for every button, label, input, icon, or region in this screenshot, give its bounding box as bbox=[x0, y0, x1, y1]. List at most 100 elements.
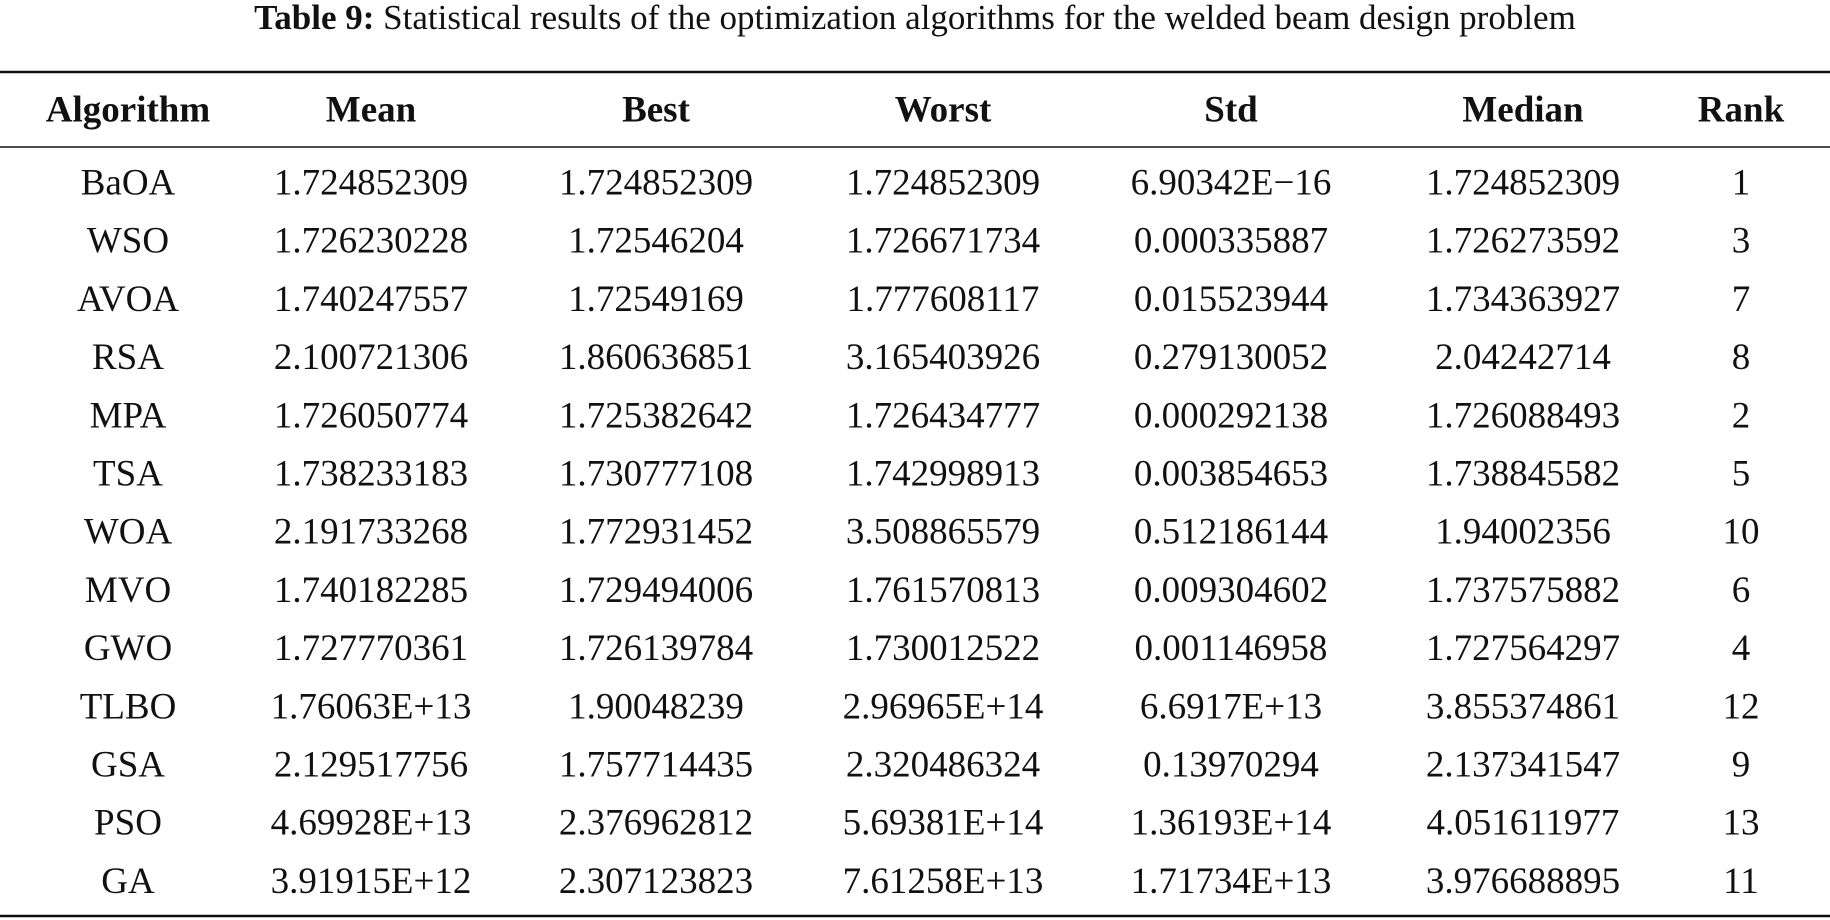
table-cell: 10 bbox=[1723, 512, 1760, 553]
table-cell: 1.761570813 bbox=[846, 570, 1040, 611]
table-cell: 3.508865579 bbox=[846, 512, 1040, 553]
table-cell: 2.307123823 bbox=[559, 861, 753, 902]
table-cell: 2 bbox=[1732, 395, 1751, 436]
table-cell: 1.740182285 bbox=[274, 570, 468, 611]
table-cell: 1.76063E+13 bbox=[271, 686, 472, 727]
row-label: AVOA bbox=[77, 279, 179, 320]
table-cell: 1.724852309 bbox=[846, 162, 1040, 203]
table-cell: 4.69928E+13 bbox=[271, 803, 472, 844]
table-cell: 3.976688895 bbox=[1426, 861, 1620, 902]
table-cell: 6.90342E−16 bbox=[1131, 162, 1332, 203]
table-cell: 0.015523944 bbox=[1134, 279, 1328, 320]
table-cell: 1.72549169 bbox=[568, 279, 744, 320]
table-cell: 1.772931452 bbox=[559, 512, 753, 553]
table-cell: 4 bbox=[1732, 628, 1751, 669]
table-cell: 1.727564297 bbox=[1426, 628, 1620, 669]
table-cell: 1.36193E+14 bbox=[1131, 803, 1332, 844]
row-label: RSA bbox=[92, 337, 164, 378]
row-label: TSA bbox=[93, 453, 163, 494]
table-cell: 1.726050774 bbox=[274, 395, 468, 436]
table-cell: 2.100721306 bbox=[274, 337, 468, 378]
table-cell: 0.000292138 bbox=[1134, 395, 1328, 436]
table-cell: 6 bbox=[1732, 570, 1751, 611]
table-cell: 1.730012522 bbox=[846, 628, 1040, 669]
table-cell: 1.724852309 bbox=[274, 162, 468, 203]
table-cell: 1.729494006 bbox=[559, 570, 753, 611]
table-cell: 1.738845582 bbox=[1426, 453, 1620, 494]
row-label: GWO bbox=[84, 628, 172, 669]
table-cell: 12 bbox=[1723, 686, 1760, 727]
table-cell: 1.71734E+13 bbox=[1131, 861, 1332, 902]
table-cell: 0.009304602 bbox=[1134, 570, 1328, 611]
table-cell: 5.69381E+14 bbox=[843, 803, 1044, 844]
table-cell: 1.740247557 bbox=[274, 279, 468, 320]
table-cell: 1.777608117 bbox=[847, 279, 1040, 320]
table-cell: 1.727770361 bbox=[274, 628, 468, 669]
row-label: GSA bbox=[91, 744, 165, 785]
table-cell: 5 bbox=[1732, 453, 1751, 494]
table-cell: 1.742998913 bbox=[846, 453, 1040, 494]
table-cell: 1.726088493 bbox=[1426, 395, 1620, 436]
caption-text: Statistical results of the optimization … bbox=[383, 0, 1576, 37]
table-cell: 1.734363927 bbox=[1426, 279, 1620, 320]
row-label: MVO bbox=[85, 570, 171, 611]
table-cell: 13 bbox=[1723, 803, 1760, 844]
table-cell: 3.165403926 bbox=[846, 337, 1040, 378]
row-label: TLBO bbox=[80, 686, 177, 727]
table-cell: 1.724852309 bbox=[559, 162, 753, 203]
table-cell: 1.90048239 bbox=[568, 686, 744, 727]
table-cell: 2.129517756 bbox=[274, 744, 468, 785]
table-cell: 0.000335887 bbox=[1134, 221, 1328, 262]
table-cell: 6.6917E+13 bbox=[1140, 686, 1322, 727]
table-cell: 3.91915E+12 bbox=[271, 861, 472, 902]
table-cell: 2.320486324 bbox=[846, 744, 1040, 785]
table-cell: 2.137341547 bbox=[1426, 744, 1620, 785]
row-label: MPA bbox=[90, 395, 167, 436]
caption-label: Table 9: bbox=[254, 0, 374, 37]
table-cell: 1.724852309 bbox=[1426, 162, 1620, 203]
table-cell: 0.003854653 bbox=[1134, 453, 1328, 494]
column-header: Algorithm bbox=[46, 89, 211, 130]
column-header: Rank bbox=[1698, 89, 1785, 130]
table-cell: 1.94002356 bbox=[1435, 512, 1611, 553]
column-header: Mean bbox=[326, 89, 417, 130]
table-cell: 1.738233183 bbox=[274, 453, 468, 494]
table-cell: 2.191733268 bbox=[274, 512, 468, 553]
column-header: Std bbox=[1204, 89, 1258, 130]
row-label: PSO bbox=[94, 803, 162, 844]
table-cell: 4.051611977 bbox=[1427, 803, 1620, 844]
table-cell: 2.376962812 bbox=[559, 803, 753, 844]
table-cell: 1.726230228 bbox=[274, 221, 468, 262]
row-label: WOA bbox=[84, 512, 173, 553]
table-cell: 11 bbox=[1723, 861, 1759, 902]
table-cell: 2.96965E+14 bbox=[843, 686, 1044, 727]
column-header: Worst bbox=[895, 89, 992, 130]
table-cell: 9 bbox=[1732, 744, 1751, 785]
table-cell: 1.726434777 bbox=[846, 395, 1040, 436]
table-cell: 8 bbox=[1732, 337, 1751, 378]
row-label: WSO bbox=[87, 221, 169, 262]
table-cell: 0.279130052 bbox=[1134, 337, 1328, 378]
table-cell: 1.725382642 bbox=[559, 395, 753, 436]
table-cell: 3.855374861 bbox=[1426, 686, 1620, 727]
table-cell: 1.860636851 bbox=[559, 337, 753, 378]
row-label: BaOA bbox=[81, 162, 176, 203]
table-cell: 0.001146958 bbox=[1135, 628, 1328, 669]
row-label: GA bbox=[101, 861, 155, 902]
table-cell: 7 bbox=[1732, 279, 1751, 320]
table-cell: 1 bbox=[1732, 162, 1751, 203]
table-cell: 1.726671734 bbox=[846, 221, 1040, 262]
column-header: Best bbox=[622, 89, 691, 130]
table-cell: 1.726273592 bbox=[1426, 221, 1620, 262]
table-cell: 1.737575882 bbox=[1426, 570, 1620, 611]
table-caption: Table 9: Statistical results of the opti… bbox=[254, 0, 1576, 37]
table-cell: 0.13970294 bbox=[1143, 744, 1319, 785]
table-cell: 1.730777108 bbox=[559, 453, 753, 494]
table-cell: 1.726139784 bbox=[559, 628, 753, 669]
table-cell: 1.757714435 bbox=[559, 744, 753, 785]
column-header: Median bbox=[1462, 89, 1584, 130]
table-cell: 7.61258E+13 bbox=[843, 861, 1044, 902]
table-cell: 1.72546204 bbox=[568, 221, 744, 262]
